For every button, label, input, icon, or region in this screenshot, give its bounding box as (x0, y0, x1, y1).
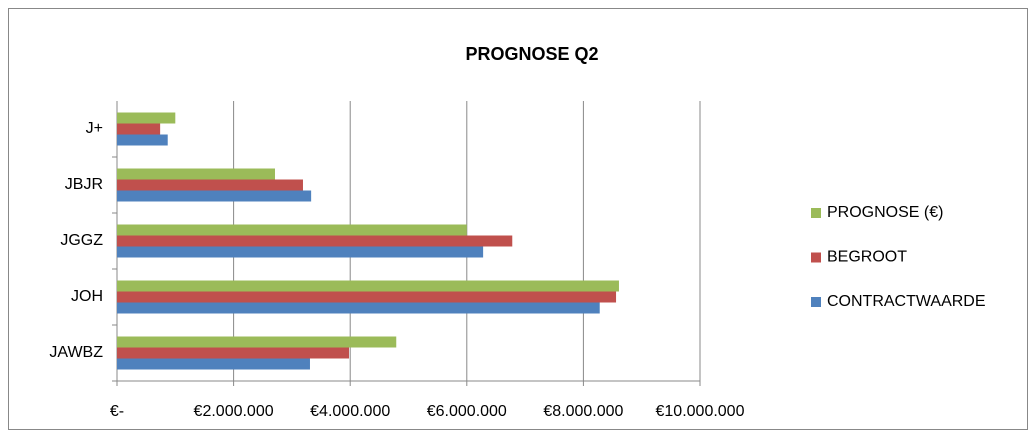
y-tick-label: J+ (86, 120, 103, 137)
y-tick-label: JOH (71, 288, 103, 305)
legend-label: BEGROOT (827, 249, 907, 266)
legend-swatch (811, 297, 821, 307)
x-tick-label: €10.000.000 (656, 403, 745, 420)
legend-label: CONTRACTWAARDE (827, 293, 986, 310)
x-tick-label: €- (110, 403, 124, 420)
bar (117, 246, 484, 258)
bar (117, 235, 513, 247)
bar (117, 112, 176, 124)
legend-swatch (811, 208, 821, 218)
bar (117, 168, 275, 180)
y-tick-label: JBJR (65, 176, 103, 193)
bar (117, 179, 303, 191)
x-tick-label: €2.000.000 (194, 403, 274, 420)
bar (117, 336, 397, 348)
bar (117, 358, 310, 370)
x-tick-label: €6.000.000 (427, 403, 507, 420)
bar (117, 347, 350, 359)
bar (117, 190, 312, 202)
legend-label: PROGNOSE (€) (827, 204, 943, 221)
legend-swatch (811, 252, 821, 263)
x-tick-label: €4.000.000 (310, 403, 390, 420)
bar (117, 134, 168, 146)
bar (117, 302, 600, 314)
bar (117, 280, 619, 292)
bar (117, 224, 467, 236)
y-tick-label: JAWBZ (49, 344, 103, 361)
x-tick-label: €8.000.000 (543, 403, 623, 420)
chart-title: PROGNOSE Q2 (465, 44, 598, 64)
bar (117, 291, 617, 303)
y-tick-label: JGGZ (60, 232, 103, 249)
bar (117, 123, 161, 135)
